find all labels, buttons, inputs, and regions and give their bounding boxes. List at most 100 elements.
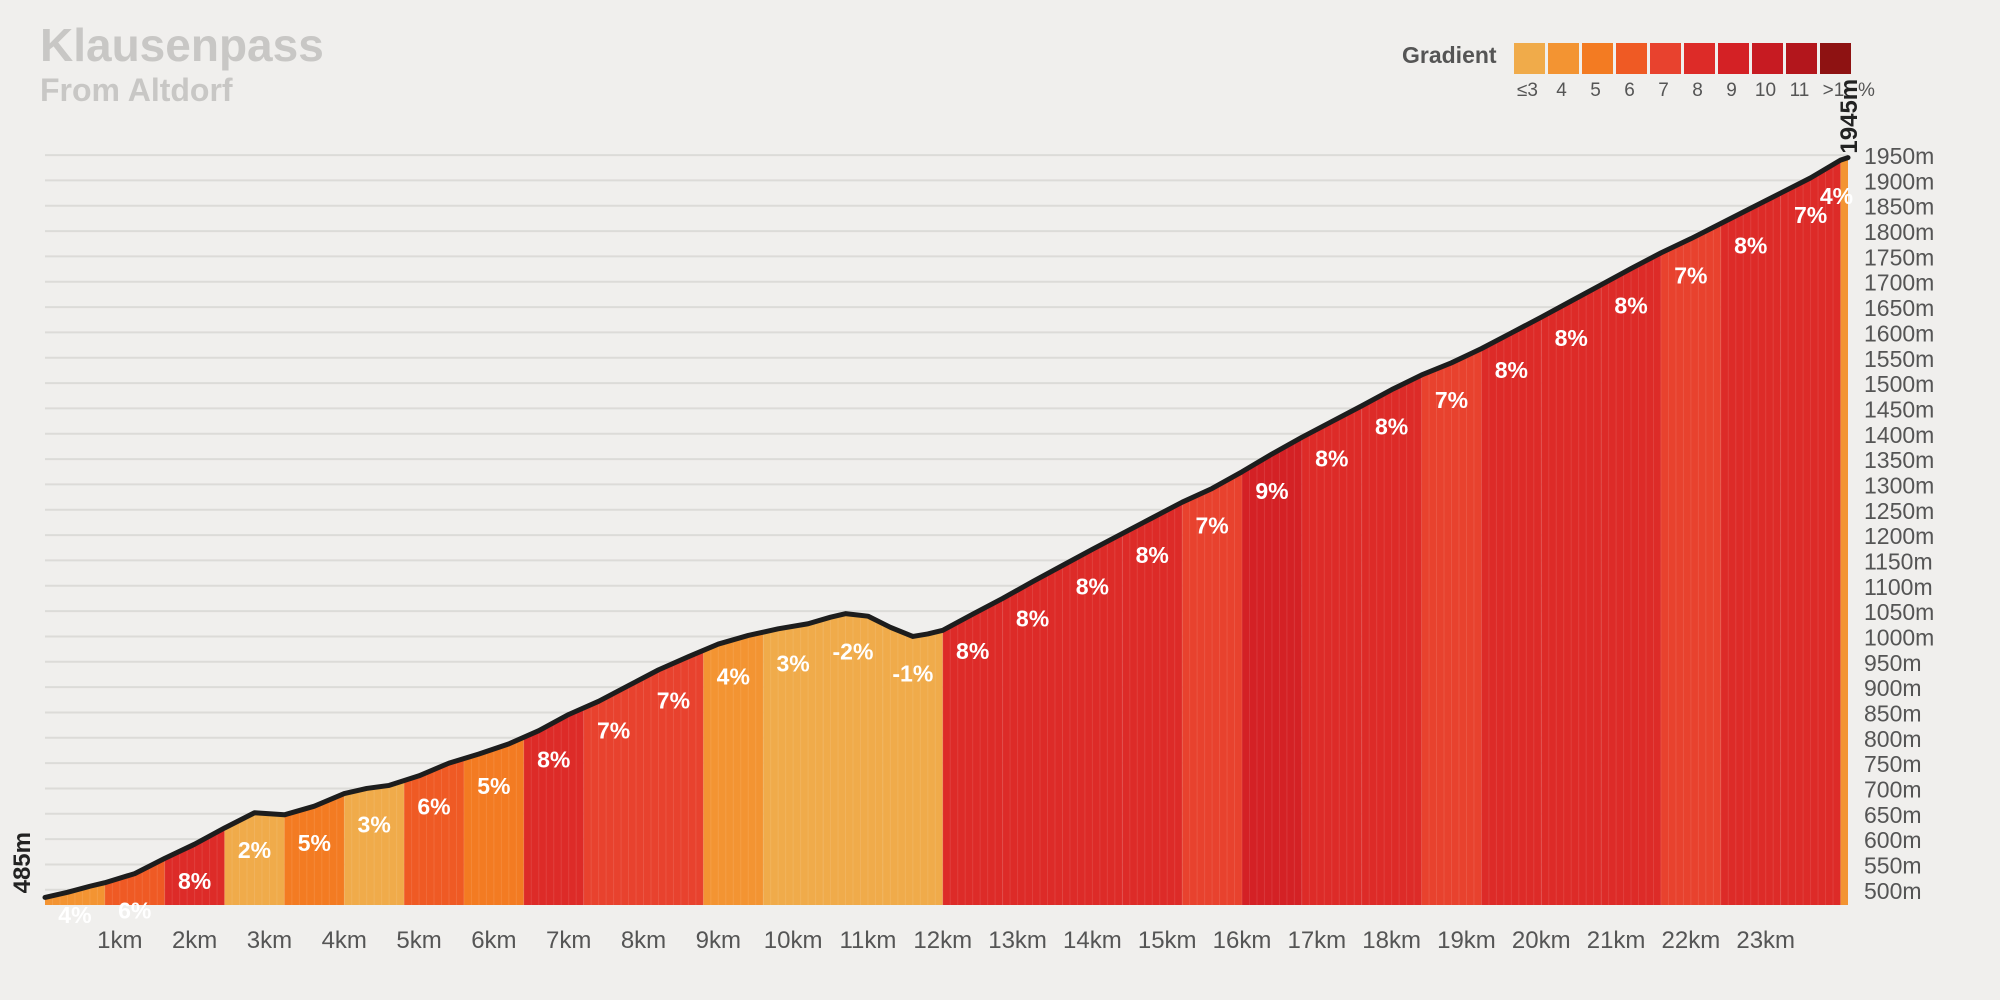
gradient-label: 4% <box>1820 183 1853 209</box>
gradient-segment <box>1840 157 1848 905</box>
gradient-segment <box>463 737 524 905</box>
end-elevation-label: 1945m <box>1836 79 1863 154</box>
gradient-segment <box>882 623 943 905</box>
gradient-label: 8% <box>537 747 570 773</box>
gradient-segment <box>703 632 764 905</box>
legend-label: 8 <box>1692 80 1703 101</box>
y-tick-label: 1700m <box>1864 270 1934 296</box>
y-tick-label: 1450m <box>1864 396 1934 422</box>
gradient-segment <box>1780 160 1841 906</box>
x-tick-label: 9km <box>696 927 741 954</box>
gradient-label: 7% <box>1674 263 1707 289</box>
legend-label: 4 <box>1556 80 1567 101</box>
x-tick-label: 4km <box>322 927 367 954</box>
gradient-label: -2% <box>833 638 874 664</box>
gradient-label: 8% <box>1734 232 1767 258</box>
legend-swatch <box>1718 43 1749 74</box>
y-tick-label: 950m <box>1864 650 1922 676</box>
gradient-label: 8% <box>1555 325 1588 351</box>
gradient-label: 8% <box>1315 446 1348 472</box>
x-tick-label: 19km <box>1437 927 1496 954</box>
gradient-label: 8% <box>178 868 211 894</box>
x-tick-label: 6km <box>471 927 516 954</box>
gradient-label: 8% <box>1614 293 1647 319</box>
gradient-segment <box>1361 374 1422 905</box>
y-tick-label: 550m <box>1864 852 1922 878</box>
y-tick-label: 900m <box>1864 675 1922 701</box>
x-tick-label: 1km <box>97 927 142 954</box>
x-tick-label: 7km <box>546 927 591 954</box>
chart-title: Klausenpass <box>40 19 324 71</box>
y-tick-label: 1000m <box>1864 624 1934 650</box>
gradient-segment <box>104 858 165 905</box>
gradient-label: 6% <box>118 898 151 924</box>
y-tick-label: 850m <box>1864 700 1922 726</box>
gradient-label: 4% <box>717 664 750 690</box>
y-tick-label: 650m <box>1864 802 1922 828</box>
gradient-label: 8% <box>1375 414 1408 440</box>
gradient-label: 3% <box>358 811 391 837</box>
gradient-label: 7% <box>657 687 690 713</box>
legend-swatch <box>1514 43 1545 74</box>
gradient-label: 8% <box>1076 573 1109 599</box>
gradient-label: 8% <box>1136 542 1169 568</box>
gradient-label: 5% <box>298 830 331 856</box>
gradient-segment <box>823 613 883 905</box>
gradient-segment <box>1481 317 1542 906</box>
gradient-label: 8% <box>1495 357 1528 383</box>
legend-label: 7 <box>1658 80 1669 101</box>
legend-swatch <box>1786 43 1817 74</box>
x-tick-label: 3km <box>247 927 292 954</box>
x-tick-label: 5km <box>396 927 441 954</box>
gradient-segment <box>164 827 225 905</box>
gradient-segment <box>224 812 285 905</box>
x-tick-label: 10km <box>764 927 823 954</box>
legend-swatch <box>1548 43 1579 74</box>
legend-label: >1 <box>1822 80 1845 101</box>
gradient-label: 7% <box>597 717 630 743</box>
y-tick-label: 1600m <box>1864 320 1934 346</box>
y-tick-label: 750m <box>1864 751 1922 777</box>
gradient-segment <box>344 780 405 905</box>
chart-subtitle: From Altdorf <box>40 72 233 108</box>
gradient-segment <box>1601 252 1661 905</box>
gradient-label: 7% <box>1435 387 1468 413</box>
y-tick-label: 1650m <box>1864 295 1934 321</box>
y-tick-label: 1950m <box>1864 143 1934 169</box>
gradient-segment <box>1660 223 1721 906</box>
gradient-segment <box>1242 437 1302 905</box>
gradient-label: 7% <box>1794 202 1827 228</box>
gradient-label: 3% <box>777 650 810 676</box>
x-tick-label: 12km <box>913 927 972 954</box>
x-tick-label: 11km <box>839 927 896 954</box>
gradient-segment <box>1062 533 1123 905</box>
gradient-label: 5% <box>477 773 510 799</box>
y-tick-label: 1050m <box>1864 599 1934 625</box>
y-tick-label: 700m <box>1864 776 1922 802</box>
x-tick-label: 23km <box>1736 927 1795 954</box>
gradient-label: 7% <box>1195 512 1228 538</box>
legend-label: ≤3 <box>1517 80 1538 101</box>
y-tick-label: 1550m <box>1864 346 1934 372</box>
gradient-segment <box>523 707 584 905</box>
start-elevation-label: 485m <box>9 832 36 893</box>
y-tick-label: 800m <box>1864 726 1922 752</box>
gradient-segment <box>1301 405 1362 905</box>
legend-labels: ≤3 4 5 6 7 8 9 10 11 >1 <box>1512 80 1849 102</box>
y-tick-label: 1800m <box>1864 219 1934 245</box>
legend-swatch <box>1820 43 1851 74</box>
x-tick-label: 2km <box>172 927 217 954</box>
gradient-segment <box>583 677 644 905</box>
y-tick-label: 1750m <box>1864 244 1934 270</box>
x-tick-label: 15km <box>1138 927 1197 954</box>
legend-label: 9 <box>1726 80 1737 101</box>
gradient-segment <box>284 793 345 905</box>
x-tick-label: 22km <box>1662 927 1721 954</box>
legend-swatch <box>1684 43 1715 74</box>
legend-swatches <box>1514 43 1851 74</box>
y-tick-label: 1400m <box>1864 422 1934 448</box>
gradient-segment <box>1122 502 1183 905</box>
legend-label: 5 <box>1590 80 1601 101</box>
legend-label: 6 <box>1624 80 1635 101</box>
